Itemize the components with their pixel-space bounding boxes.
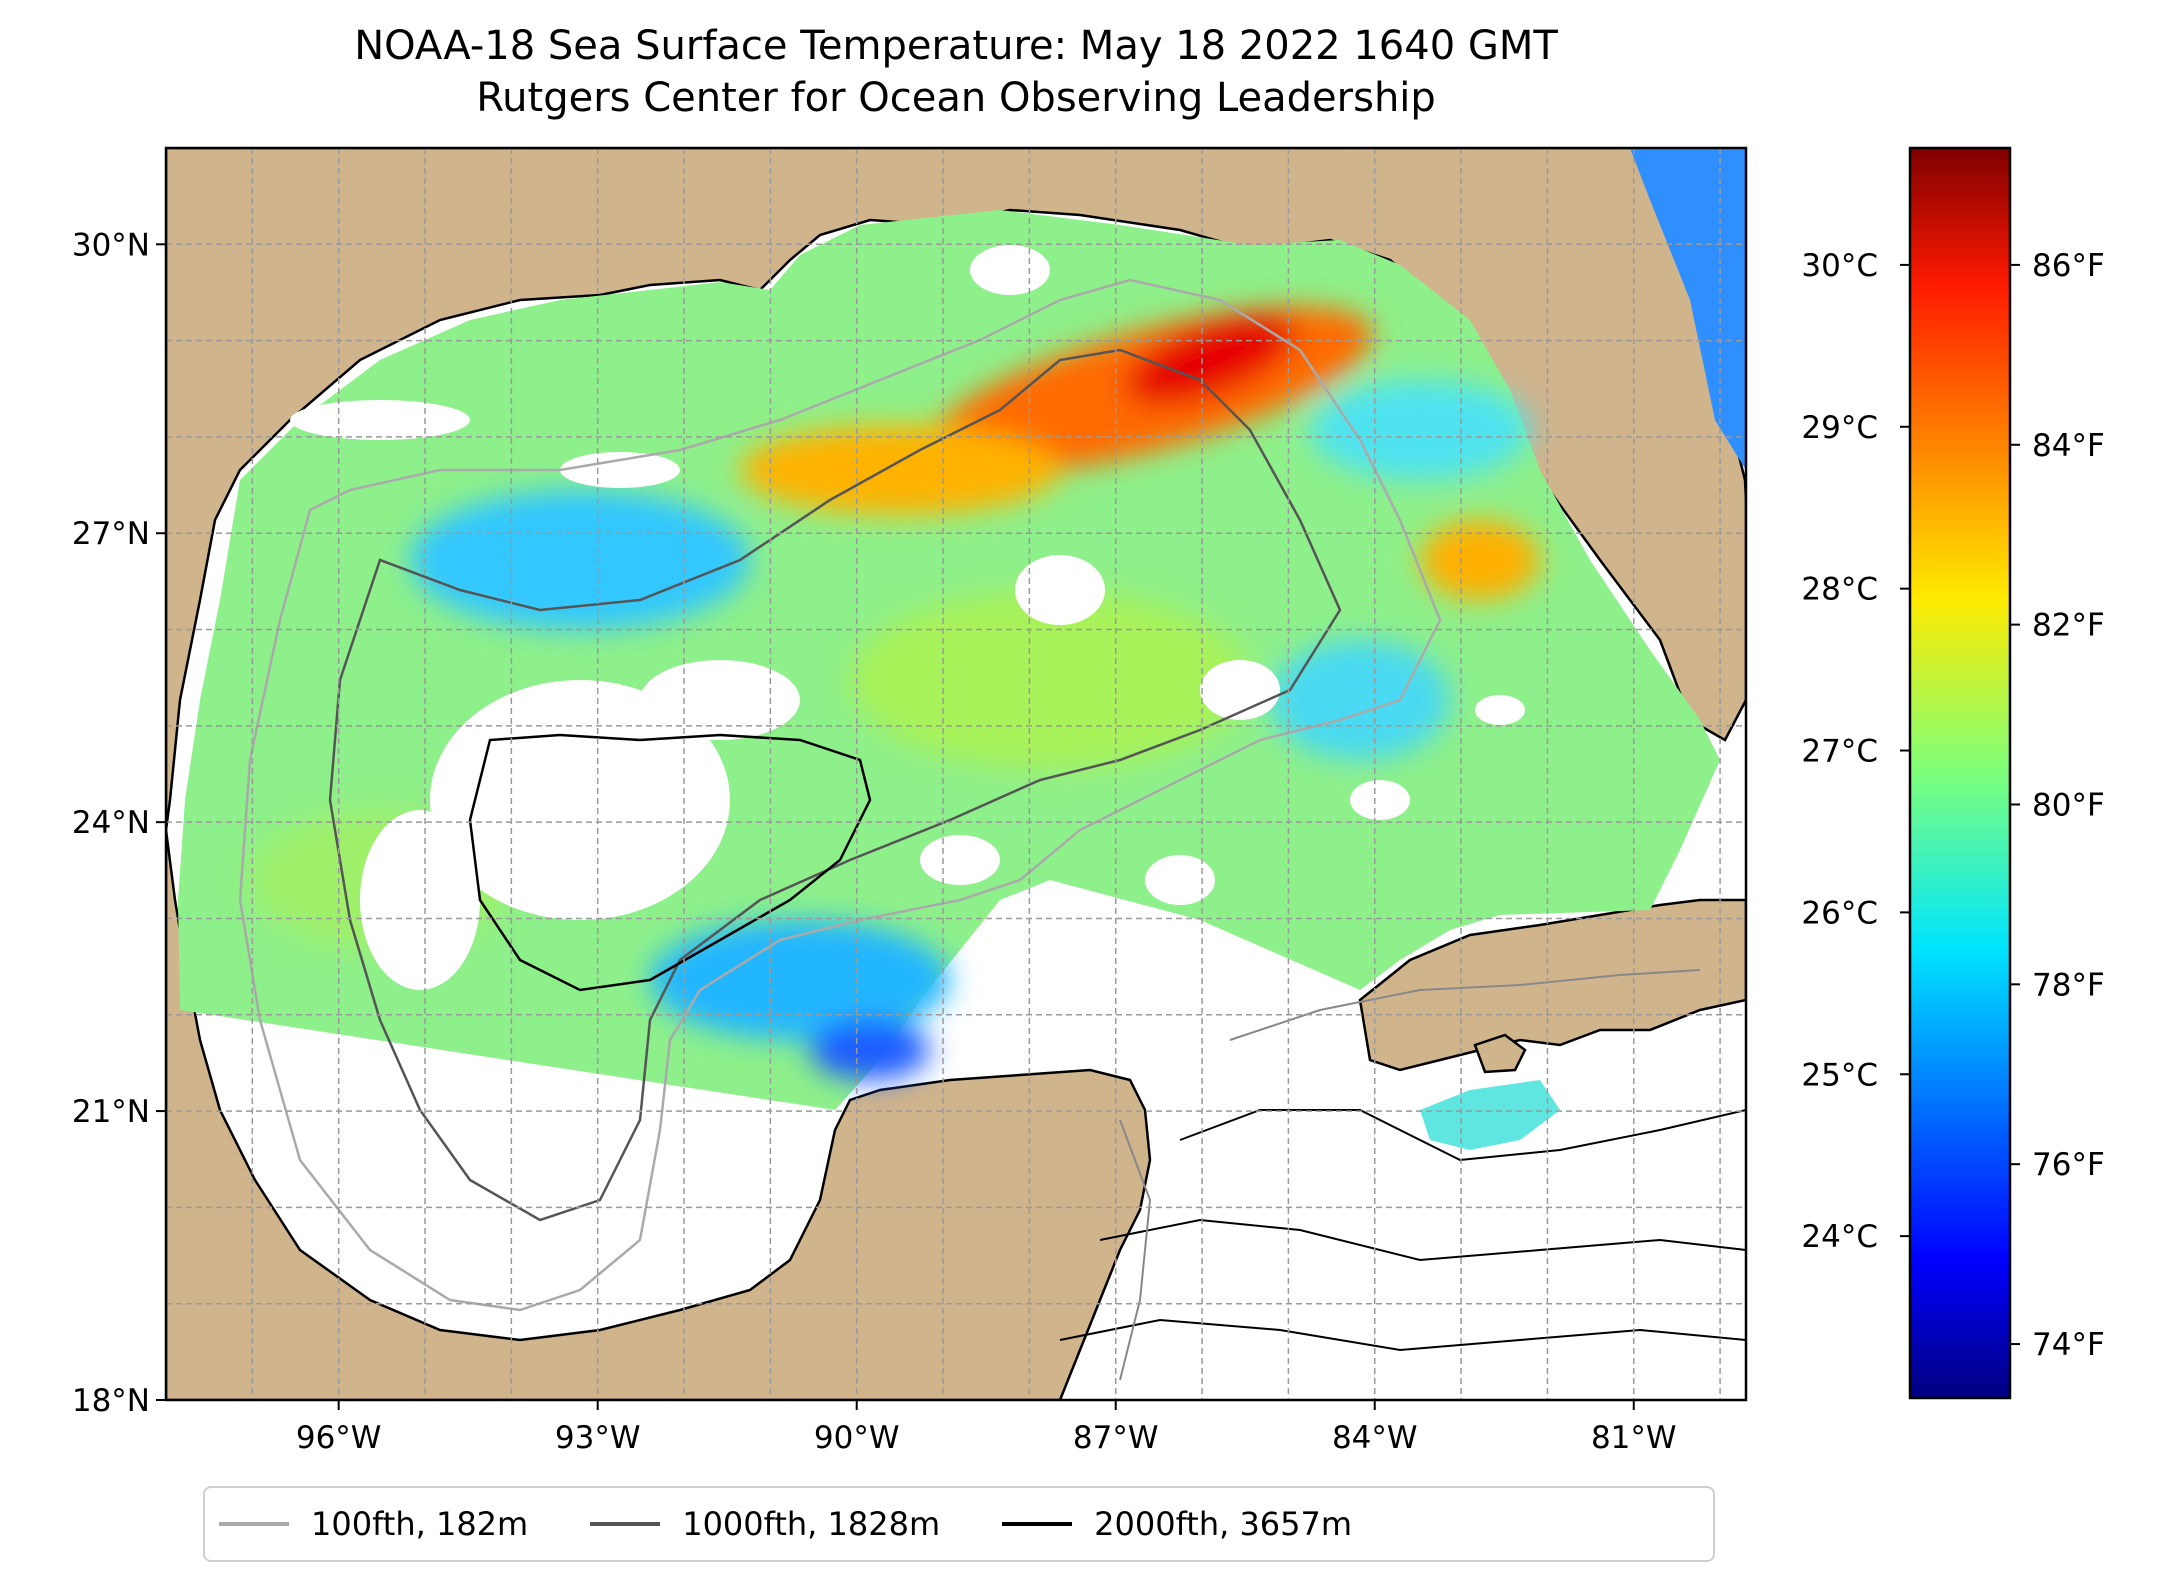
- sst-green-mid: [850, 590, 1250, 770]
- map-border: [164, 146, 1748, 1402]
- sst-warm-band-north: [740, 425, 1060, 515]
- title-line-1: NOAA-18 Sea Surface Temperature: May 18 …: [354, 23, 1558, 69]
- land-isla-juventud: [1473, 1033, 1527, 1074]
- lat-tick-label: 24°N: [72, 805, 150, 841]
- lon-tick-label: 81°W: [1591, 1420, 1677, 1456]
- colorbar-f-label: 74°F: [2032, 1327, 2105, 1363]
- map-area: [166, 148, 1746, 1400]
- colorbar-gradient: [1908, 146, 2012, 1400]
- legend-item-2000fth: 2000fth, 3657m: [1002, 1505, 1352, 1543]
- colorbar-c-label: 30°C: [1801, 248, 1878, 284]
- contour-1000fth: [328, 348, 1342, 1222]
- land-cuba: [1358, 898, 1746, 1072]
- longitude-axis: 96°W 93°W 90°W 87°W 84°W 81°W: [296, 1400, 1677, 1456]
- lon-tick-label: 90°W: [814, 1420, 900, 1456]
- sst-cool-yucatan: [810, 1020, 930, 1080]
- legend-line-1000fth: [590, 1522, 661, 1526]
- lon-tick-label: 93°W: [555, 1420, 641, 1456]
- legend-label-2000fth: 2000fth, 3657m: [1094, 1505, 1353, 1543]
- lat-tick-label: 18°N: [72, 1383, 150, 1419]
- latitude-axis: 30°N 27°N 24°N 21°N 18°N: [72, 227, 166, 1419]
- colorbar-fahrenheit-ticks: 74°F 76°F 78°F 80°F 82°F 84°F 86°F: [2010, 248, 2105, 1363]
- contour-caribbean: [1059, 1109, 1746, 1352]
- title-line-2: Rutgers Center for Ocean Observing Leade…: [476, 75, 1436, 121]
- colorbar-f-label: 78°F: [2032, 967, 2105, 1003]
- land-masses: [166, 148, 1746, 1400]
- sst-warm-core-2: [1124, 314, 1296, 406]
- colorbar-c-label: 27°C: [1801, 734, 1878, 770]
- colorbar-f-label: 86°F: [2032, 248, 2105, 284]
- sst-cuba-patches: [1420, 1080, 1560, 1150]
- colorbar-c-label: 26°C: [1801, 895, 1878, 931]
- colorbar-f-label: 84°F: [2032, 428, 2105, 464]
- legend-label-100fth: 100fth, 182m: [311, 1505, 529, 1543]
- colorbar-c-label: 29°C: [1801, 410, 1878, 446]
- colorbar-c-label: 28°C: [1801, 572, 1878, 608]
- lat-tick-label: 27°N: [72, 516, 150, 552]
- sst-cool-south: [650, 920, 950, 1040]
- bathymetry-contours: [238, 278, 1746, 1381]
- colorbar: 74°F 76°F 78°F 80°F 82°F 84°F 86°F 24°C 25°C 26°…: [1801, 146, 2105, 1400]
- lat-tick-label: 21°N: [72, 1094, 150, 1130]
- lon-tick-label: 96°W: [296, 1420, 382, 1456]
- colorbar-c-label: 25°C: [1801, 1057, 1878, 1093]
- colorbar-f-label: 80°F: [2032, 787, 2105, 823]
- lat-tick-label: 30°N: [72, 227, 150, 263]
- sst-data-swath: [178, 148, 1746, 1150]
- contour-caribbean-grey: [1119, 969, 1701, 1381]
- colorbar-f-label: 82°F: [2032, 608, 2105, 644]
- sst-atlantic-strip: [1630, 148, 1746, 470]
- sst-cool-east-2: [1270, 640, 1450, 760]
- land-mexico: [166, 829, 1152, 1400]
- colorbar-c-label: 24°C: [1801, 1219, 1878, 1255]
- lon-tick-label: 84°W: [1332, 1420, 1418, 1456]
- legend-item-100fth: 100fth, 182m: [219, 1505, 528, 1543]
- sst-cool-east: [1310, 380, 1530, 480]
- contour-2000fth: [468, 733, 872, 992]
- sst-warm-patch-se: [1420, 520, 1540, 600]
- legend-label-1000fth: 1000fth, 1828m: [682, 1505, 941, 1543]
- sst-cool-west: [410, 490, 750, 630]
- legend-line-2000fth: [1002, 1522, 1073, 1526]
- colorbar-celsius-ticks: 24°C 25°C 26°C 27°C 28°C 29°C 30°C: [1801, 248, 1910, 1255]
- legend-item-1000fth: 1000fth, 1828m: [590, 1505, 940, 1543]
- bathymetry-legend: 100fth, 182m 1000fth, 1828m 2000fth, 365…: [203, 1486, 1715, 1562]
- map-title: NOAA-18 Sea Surface Temperature: May 18 …: [166, 20, 1746, 124]
- colorbar-f-label: 76°F: [2032, 1147, 2105, 1183]
- lon-tick-label: 87°W: [1073, 1420, 1159, 1456]
- legend-line-100fth: [219, 1522, 289, 1526]
- grid-lines: [166, 148, 1746, 1400]
- contour-100fth: [238, 278, 1442, 1312]
